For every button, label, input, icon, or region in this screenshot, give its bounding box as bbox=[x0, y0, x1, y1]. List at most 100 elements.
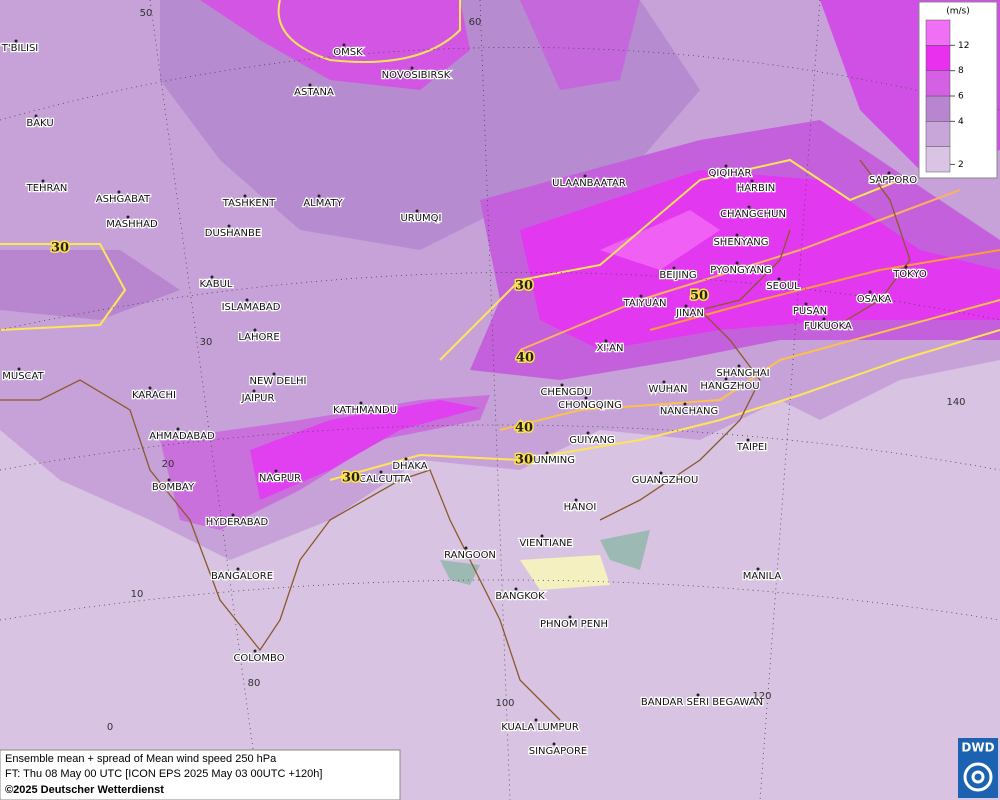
city-label: SAPPORO bbox=[869, 175, 917, 186]
city-dot bbox=[737, 364, 741, 368]
city-label: ASTANA bbox=[294, 87, 334, 98]
legend-unit: (m/s) bbox=[946, 7, 970, 17]
city-dot bbox=[735, 261, 739, 265]
city-dot bbox=[245, 298, 249, 302]
grid-label: 20 bbox=[162, 459, 175, 470]
city-dot bbox=[359, 401, 363, 405]
city-dot bbox=[735, 233, 739, 237]
city-label: T'BILISI bbox=[1, 43, 38, 54]
city-dot bbox=[684, 304, 688, 308]
city-label: HYDERABAD bbox=[206, 517, 269, 528]
city-dot bbox=[568, 615, 572, 619]
footer-line: ©2025 Deutscher Wetterdienst bbox=[5, 784, 164, 796]
city-dot bbox=[822, 317, 826, 321]
city-label: PUSAN bbox=[793, 306, 827, 317]
city-label: COLOMBO bbox=[233, 653, 284, 664]
contour-label: 40 bbox=[515, 421, 533, 436]
legend-tick-label: 8 bbox=[958, 66, 964, 76]
city-dot bbox=[724, 164, 728, 168]
city-dot bbox=[683, 402, 687, 406]
city-label: HANOI bbox=[564, 502, 597, 513]
city-label: RANGOON bbox=[444, 550, 496, 561]
grid-label: 100 bbox=[495, 698, 514, 709]
city-label: HANGZHOU bbox=[700, 381, 759, 392]
city-label: CALCUTTA bbox=[359, 474, 411, 485]
city-label: VIENTIANE bbox=[519, 538, 572, 549]
city-dot bbox=[746, 438, 750, 442]
city-dot bbox=[583, 174, 587, 178]
city-label: TOKYO bbox=[892, 269, 927, 280]
city-dot bbox=[14, 39, 18, 43]
city-dot bbox=[887, 171, 891, 175]
city-label: BANGKOK bbox=[495, 591, 545, 602]
city-dot bbox=[410, 66, 414, 70]
footer: Ensemble mean + spread of Mean wind spee… bbox=[0, 749, 401, 800]
logo-swirl bbox=[971, 770, 985, 784]
city-label: SEOUL bbox=[766, 281, 800, 292]
city-dot bbox=[747, 205, 751, 209]
city-label: BANGALORE bbox=[211, 571, 273, 582]
city-labels: OMSK NOVOSIBIRSK ASTANA T'BILISI BAKU TEHRAN A… bbox=[0, 39, 928, 758]
city-dot bbox=[584, 396, 588, 400]
city-dot bbox=[534, 718, 538, 722]
city-label: KATHMANDU bbox=[333, 405, 397, 416]
footer-line: FT: Thu 08 May 00 UTC [ICON EPS 2025 May… bbox=[5, 768, 322, 780]
city-dot bbox=[514, 587, 518, 591]
city-label: TASHKENT bbox=[222, 198, 276, 209]
contour-labels: 30 30 40 50 40 30 30 bbox=[49, 239, 709, 487]
city-label: BAKU bbox=[26, 118, 53, 129]
city-dot bbox=[777, 277, 781, 281]
city-dot bbox=[148, 386, 152, 390]
city-dot bbox=[126, 215, 130, 219]
contour-label: 50 bbox=[690, 289, 708, 304]
city-dot bbox=[253, 328, 257, 332]
city-label: DUSHANBE bbox=[205, 228, 261, 239]
city-label: HARBIN bbox=[737, 183, 776, 194]
coastlines bbox=[0, 159, 911, 721]
city-dot bbox=[41, 179, 45, 183]
logo-text: DWD bbox=[961, 741, 994, 755]
city-label: BEIJING bbox=[659, 270, 696, 281]
city-label: MASHHAD bbox=[106, 219, 158, 230]
footer-box bbox=[0, 749, 401, 800]
city-dot bbox=[560, 383, 564, 387]
city-label: JAIPUR bbox=[241, 393, 275, 404]
city-label: NOVOSIBIRSK bbox=[382, 70, 451, 81]
legend: (m/s) 2 4 6 8 12 bbox=[918, 1, 998, 179]
city-dot bbox=[34, 114, 38, 118]
grid-label: 140 bbox=[946, 397, 965, 408]
city-dot bbox=[176, 427, 180, 431]
legend-swatch bbox=[925, 70, 951, 97]
legend-swatch bbox=[925, 95, 951, 122]
city-dot bbox=[274, 469, 278, 473]
city-label: QIQIHAR bbox=[709, 168, 752, 179]
city-dot bbox=[342, 43, 346, 47]
city-label: GUIYANG bbox=[569, 435, 614, 446]
city-label: ULAANBAATAR bbox=[552, 178, 626, 189]
city-label: SHANGHAI bbox=[716, 368, 769, 379]
logo-swirl bbox=[963, 762, 993, 792]
city-dot bbox=[545, 451, 549, 455]
city-label: XI'AN bbox=[597, 343, 624, 354]
city-dot bbox=[552, 742, 556, 746]
city-dot bbox=[586, 431, 590, 435]
city-dot bbox=[379, 470, 383, 474]
city-dot bbox=[17, 367, 21, 371]
city-dot bbox=[464, 546, 468, 550]
city-label: URUMQI bbox=[400, 213, 441, 224]
city-label: OSAKA bbox=[857, 294, 892, 305]
city-label: NEW DELHI bbox=[250, 376, 307, 387]
city-label: LAHORE bbox=[238, 332, 279, 343]
city-label: KUNMING bbox=[527, 455, 575, 466]
city-label: CHENGDU bbox=[540, 387, 591, 398]
city-dot bbox=[243, 194, 247, 198]
city-label: CHANGCHUN bbox=[720, 209, 786, 220]
city-dot bbox=[236, 567, 240, 571]
contour-label: 30 bbox=[515, 279, 533, 294]
city-dot bbox=[404, 457, 408, 461]
legend-swatch bbox=[925, 19, 951, 46]
logo: DWD bbox=[958, 738, 998, 798]
city-label: KUALA LUMPUR bbox=[501, 722, 579, 733]
